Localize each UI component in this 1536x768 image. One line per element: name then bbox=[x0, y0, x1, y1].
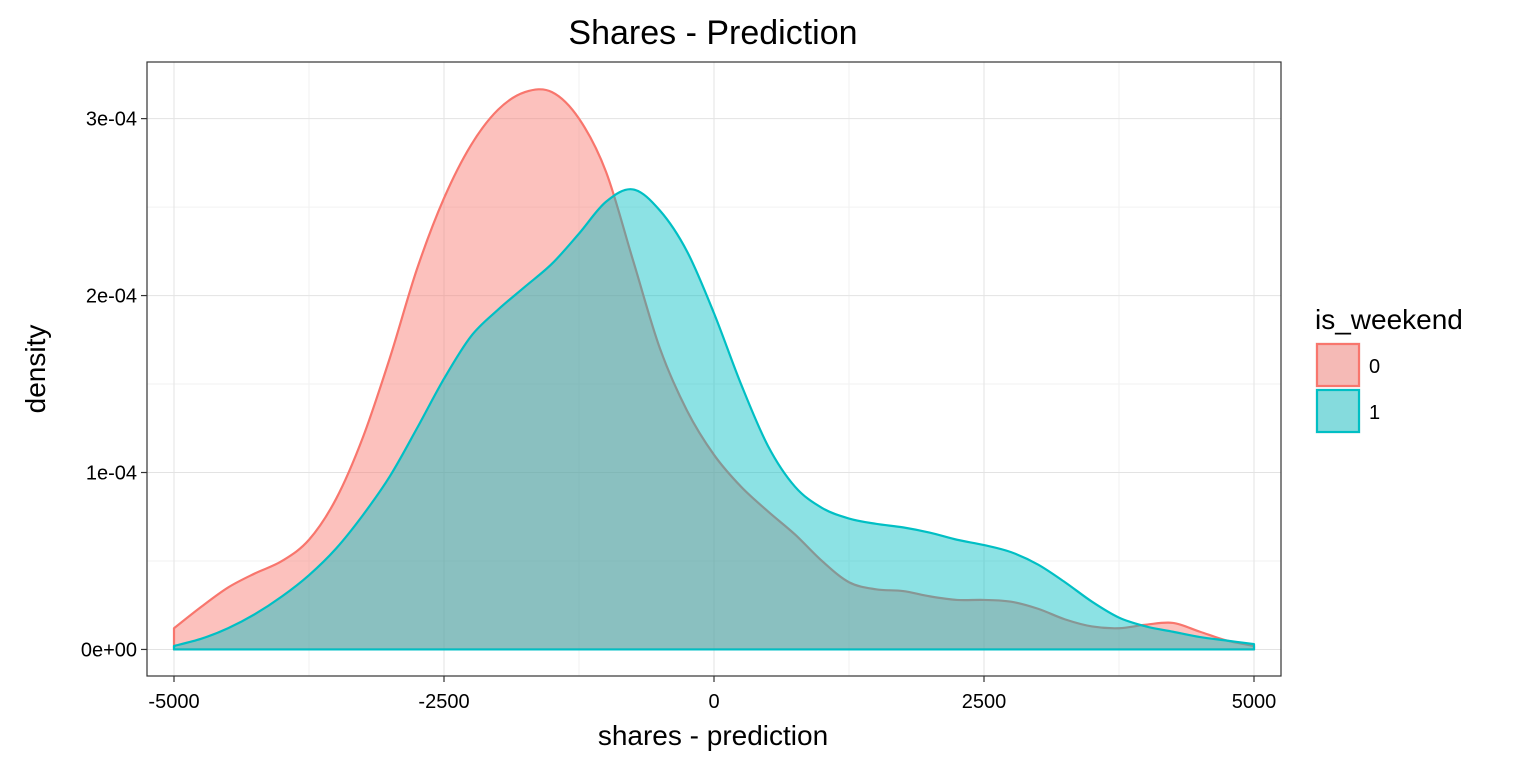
major-gridlines bbox=[147, 62, 1281, 676]
chart-title: Shares - Prediction bbox=[568, 14, 857, 52]
legend-key-1 bbox=[1315, 388, 1361, 434]
y-tick-label: 2e-04 bbox=[86, 286, 137, 308]
legend-title: is_weekend bbox=[1315, 304, 1463, 335]
density-area-1 bbox=[172, 188, 1256, 651]
y-axis-title: density bbox=[20, 325, 51, 414]
y-tick-label: 0e+00 bbox=[81, 639, 137, 661]
legend: is_weekend 0 1 bbox=[1314, 304, 1463, 435]
legend-label-1: 1 bbox=[1369, 402, 1380, 424]
legend-key-0 bbox=[1315, 342, 1361, 388]
legend-key-bg bbox=[1314, 341, 1362, 389]
x-tick-label: 0 bbox=[708, 691, 719, 713]
y-tick-label: 1e-04 bbox=[86, 463, 137, 485]
x-tick-label: 2500 bbox=[962, 691, 1007, 713]
x-tick-label: -2500 bbox=[418, 691, 469, 713]
y-tick-label: 3e-04 bbox=[86, 109, 137, 131]
legend-label-0: 0 bbox=[1369, 356, 1380, 378]
legend-key-bg bbox=[1314, 387, 1362, 435]
y-axis: 0e+00 1e-04 2e-04 3e-04 bbox=[81, 109, 147, 661]
x-tick-label: 5000 bbox=[1232, 691, 1277, 713]
x-axis-title: shares - prediction bbox=[598, 720, 828, 751]
x-axis: -5000 -2500 0 2500 5000 bbox=[148, 676, 1276, 713]
density-areas bbox=[172, 88, 1256, 651]
density-area-0 bbox=[172, 88, 1256, 651]
x-tick-label: -5000 bbox=[148, 691, 199, 713]
